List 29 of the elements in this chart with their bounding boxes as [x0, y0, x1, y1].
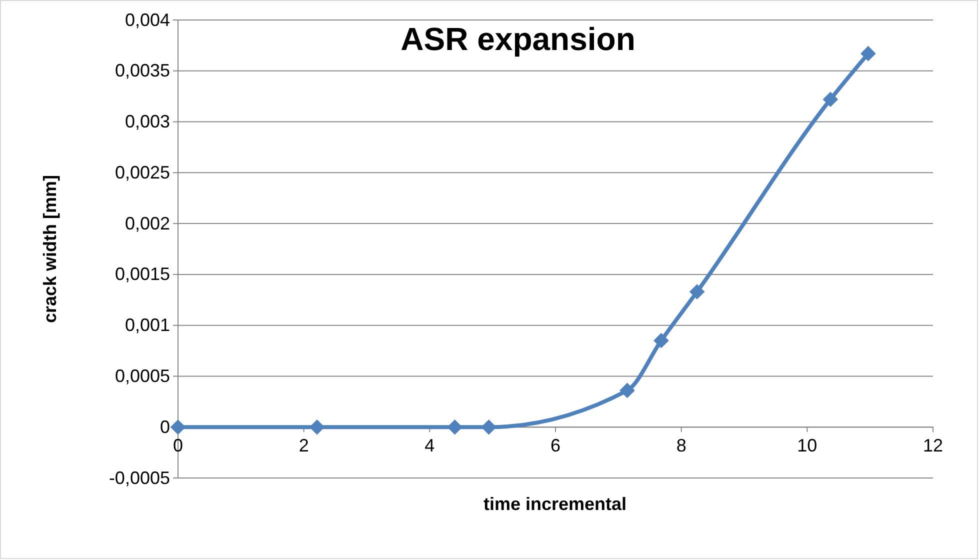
y-tick-label: -0,0005 [108, 468, 170, 488]
point [447, 419, 463, 435]
chart-title: ASR expansion [400, 21, 636, 57]
point [822, 92, 838, 108]
y-tick-label: 0,004 [124, 10, 170, 30]
x-tick-label: 12 [922, 435, 944, 456]
y-axis-title: crack width [mm] [40, 174, 60, 324]
x-tick-label: 0 [172, 435, 184, 456]
x-tick-label: 4 [424, 435, 435, 456]
point [170, 419, 186, 435]
point [860, 46, 876, 62]
point [654, 332, 669, 348]
x-tick-label: 10 [797, 435, 818, 456]
y-tick-label: 0,0025 [114, 162, 170, 182]
y-tick-label: 0,002 [124, 213, 170, 234]
y-tick-label: 0,0005 [114, 366, 170, 386]
point [620, 382, 635, 398]
x-axis-title: time incremental [483, 494, 627, 514]
y-tick-label: 0 [160, 416, 170, 437]
y-tick-label: 0,001 [124, 315, 170, 336]
point [689, 284, 705, 300]
y-tick-label: 0,0035 [114, 60, 170, 81]
x-tick-label: 2 [298, 435, 309, 456]
x-tick-label: 8 [676, 435, 686, 456]
y-tick-label: 0,0015 [114, 264, 170, 284]
x-tick-label: 6 [550, 435, 561, 456]
point [309, 419, 325, 435]
point [481, 419, 496, 435]
y-tick-label: 0,003 [124, 112, 170, 132]
